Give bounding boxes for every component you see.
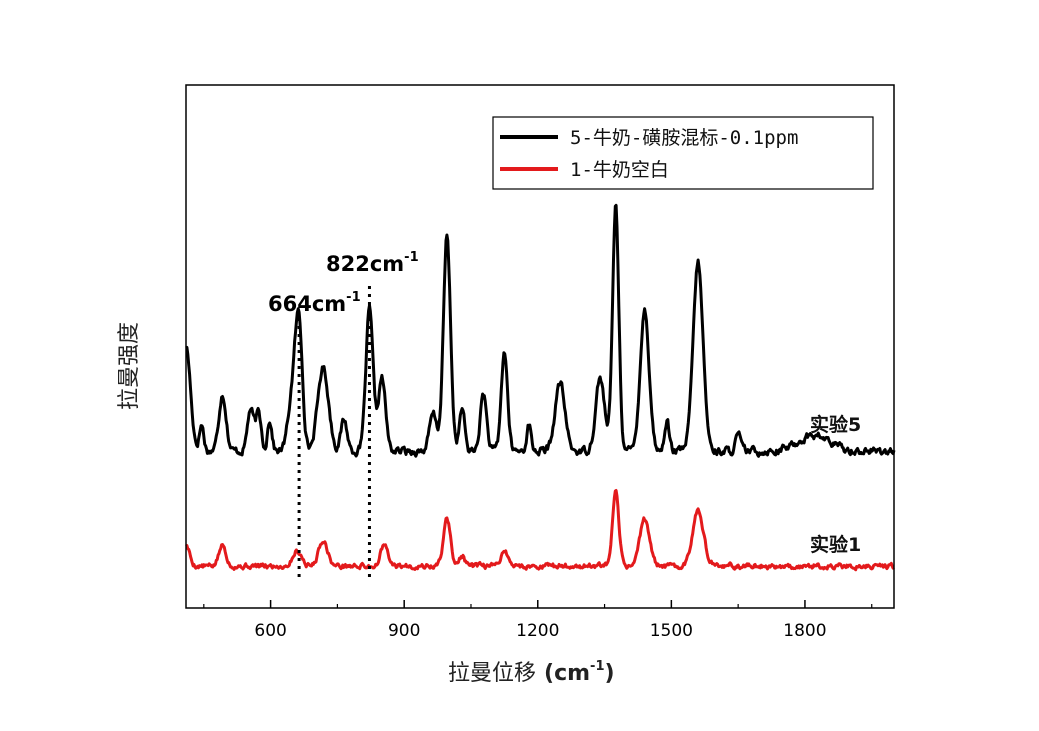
- x-tick-label-1800: 1800: [783, 621, 826, 641]
- series-label-1: 实验1: [810, 533, 861, 556]
- legend-entry-1: 1-牛奶空白: [570, 159, 669, 181]
- series-line-0: [185, 203, 896, 458]
- x-tick-label-1500: 1500: [650, 621, 693, 641]
- plot-frame: [185, 84, 895, 609]
- annotation-664: 664cm-1: [268, 290, 361, 316]
- series-line-1: [185, 489, 895, 572]
- x-tick-label-1200: 1200: [516, 621, 559, 641]
- x-axis-title: 拉曼位移 (cm-1): [448, 659, 615, 686]
- series-label-5: 实验5: [810, 413, 861, 436]
- legend-box: [492, 116, 874, 190]
- y-axis-title: 拉曼强度: [117, 322, 142, 410]
- legend: 5-牛奶-磺胺混标-0.1ppm 1-牛奶空白: [492, 116, 874, 190]
- x-tick-label-600: 600: [254, 621, 286, 641]
- x-tick-label-900: 900: [388, 621, 420, 641]
- legend-entry-0: 5-牛奶-磺胺混标-0.1ppm: [570, 127, 798, 149]
- annotation-822: 822cm-1: [326, 250, 419, 276]
